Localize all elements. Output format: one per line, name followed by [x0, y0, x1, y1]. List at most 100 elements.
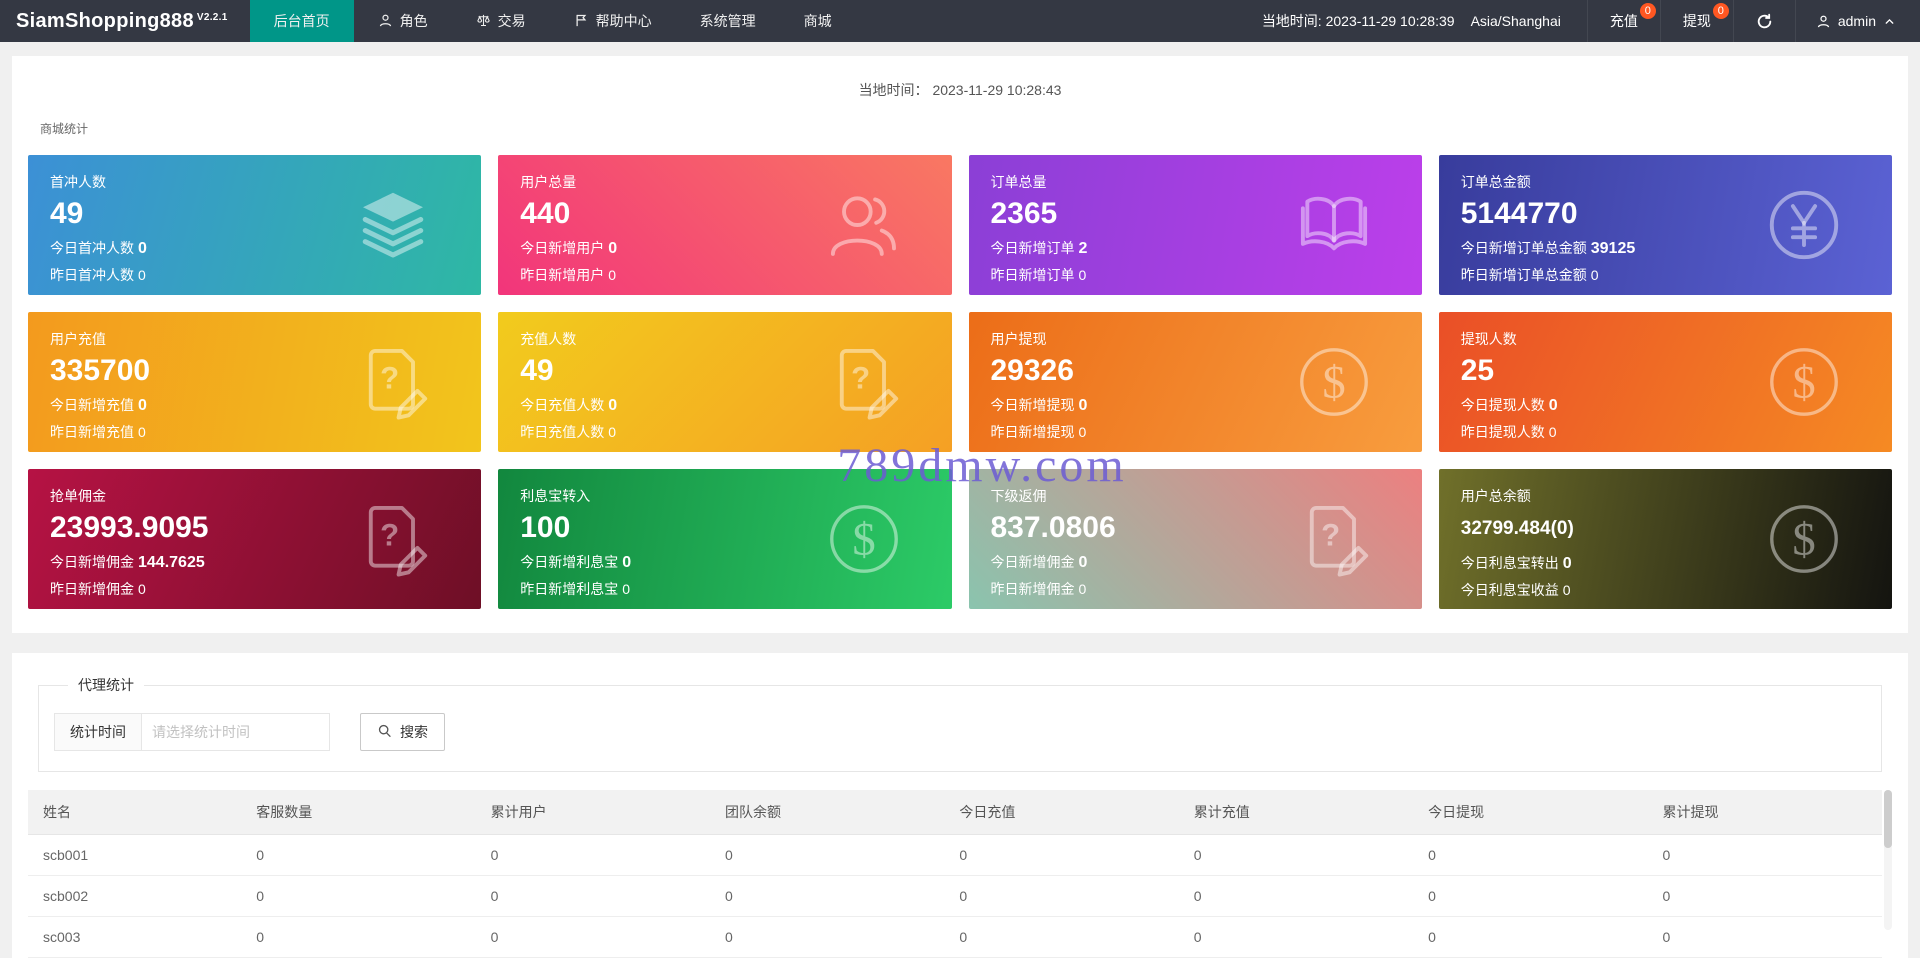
stat-card-yesterday-label: 昨日新增佣金	[50, 581, 134, 597]
table-row: scb001 0 0 0 0 0 0 0	[28, 834, 1882, 876]
stat-time-input[interactable]	[142, 713, 330, 751]
nav-item-help-center[interactable]: 帮助中心	[550, 0, 676, 42]
svg-text:?: ?	[1321, 518, 1340, 553]
stat-card-today-value: 0	[622, 554, 632, 571]
stat-card-yesterday-line: 昨日新增充值 0	[50, 422, 459, 442]
stat-card-today-label: 今日新增订单总金额	[1460, 240, 1587, 256]
doc-question-icon: ?	[824, 342, 904, 422]
stat-card-yesterday-value: 0	[1548, 424, 1557, 440]
stat-card-5: 用户充值 335700 今日新增充值 0 昨日新增充值 0?	[28, 312, 482, 452]
stat-card-1: 首冲人数 49 今日首冲人数 0 昨日首冲人数 0	[28, 155, 482, 295]
recharge-menu[interactable]: 充值 0	[1586, 0, 1660, 42]
user-menu[interactable]: admin	[1794, 0, 1920, 42]
flag-icon	[574, 13, 596, 29]
stat-card-title: 首冲人数	[50, 174, 106, 190]
stat-card-11: 下级返佣 837.0806 今日新增佣金 0 昨日新增佣金 0?	[968, 469, 1422, 609]
stat-card-today-line: 今日新增订单总金额 39125	[1461, 238, 1870, 258]
table-header-cell: 客服数量	[241, 790, 476, 835]
dollar-circle-icon: $	[1764, 499, 1844, 579]
stat-card-yesterday-value: 0	[138, 267, 146, 283]
stat-card-today-label: 今日新增充值	[50, 397, 134, 413]
refresh-button[interactable]	[1732, 0, 1795, 42]
stat-card-value: 29326	[990, 354, 1074, 387]
brand-logo: SiamShopping888 V2.2.1	[0, 0, 250, 42]
table-cell: 0	[475, 916, 710, 958]
doc-question-icon: ?	[1294, 499, 1374, 579]
stat-card-today-label: 今日新增用户	[520, 240, 605, 256]
nav-items: 后台首页 角色 交易 帮助中心 系统管理 商城	[249, 0, 856, 42]
stat-card-yesterday-line: 昨日新增利息宝 0	[520, 579, 929, 599]
stat-card-title: 利息宝转入	[520, 488, 591, 504]
table-cell: 0	[241, 916, 476, 958]
stat-card-value: 23993.9095	[50, 511, 209, 544]
stat-card-today-line: 今日新增利息宝 0	[520, 552, 929, 572]
table-cell: 0	[1413, 916, 1648, 958]
table-scrollbar-thumb[interactable]	[1884, 790, 1892, 848]
nav-item-roles[interactable]: 角色	[354, 0, 452, 42]
table-cell: 0	[1413, 834, 1648, 876]
stat-card-yesterday-line: 昨日首冲人数 0	[50, 265, 459, 285]
search-icon	[377, 723, 393, 742]
stat-card-value: 25	[1460, 354, 1495, 387]
brand-name: SiamShopping888	[16, 9, 194, 32]
nav-item-label: 帮助中心	[595, 13, 652, 29]
header-timezone: Asia/Shanghai	[1470, 13, 1561, 29]
stat-card-today-line: 今日新增订单 2	[991, 238, 1400, 258]
stat-card-value: 2365	[990, 197, 1058, 230]
stat-card-value: 100	[520, 511, 571, 544]
nav-item-mall[interactable]: 商城	[780, 0, 856, 42]
table-row: sc003 0 0 0 0 0 0 0	[28, 916, 1882, 958]
stat-card-today-value: 0	[138, 397, 147, 414]
table-cell: 0	[944, 875, 1179, 917]
yen-circle-icon	[1764, 185, 1844, 265]
search-button-label: 搜索	[400, 724, 428, 740]
agent-table-wrap: 姓名 客服数量 累计用户 团队余额 今日充值 累计充值 今日提现 累计提现 scb001 0 0 0…	[28, 790, 1892, 958]
table-cell: 0	[241, 875, 476, 917]
search-button[interactable]: 搜索	[360, 713, 445, 751]
stat-card-yesterday-value: 0	[1590, 267, 1599, 283]
table-cell: 0	[475, 834, 710, 876]
stat-card-yesterday-label: 昨日首冲人数	[50, 267, 134, 283]
doc-question-icon: ?	[353, 342, 433, 422]
stat-card-yesterday-value: 0	[608, 267, 617, 283]
stats-cards-grid: 首冲人数 49 今日首冲人数 0 昨日首冲人数 0 用户总量 440 今日新增用户 0 昨日新增用户…	[28, 155, 1892, 609]
nav-item-home[interactable]: 后台首页	[249, 0, 354, 42]
stat-card-title: 用户提现	[990, 331, 1047, 347]
agent-panel: 代理统计 统计时间 搜索 姓名客服数量累计用户团队余额今日充值累计充值今日提现累…	[12, 653, 1908, 958]
navbar-right: 当地时间: 2023-11-29 10:28:39 Asia/Shanghai …	[1262, 0, 1920, 42]
table-cell: 0	[709, 916, 945, 958]
table-cell: 0	[1178, 834, 1414, 876]
table-cell: 0	[1647, 834, 1882, 876]
layers-icon	[353, 185, 433, 265]
stat-card-3: 订单总量 2365 今日新增订单 2 昨日新增订单 0	[968, 155, 1422, 295]
stat-card-today-value: 0	[1078, 554, 1088, 571]
stat-card-yesterday-line: 昨日新增订单总金额 0	[1461, 265, 1870, 285]
nav-item-system[interactable]: 系统管理	[676, 0, 780, 42]
scales-icon	[476, 13, 498, 29]
stat-card-today-line: 今日新增用户 0	[520, 238, 929, 258]
stat-card-yesterday-value: 0	[608, 424, 617, 440]
svg-text:?: ?	[851, 361, 870, 396]
withdraw-menu[interactable]: 提现 0	[1659, 0, 1733, 42]
stat-card-yesterday-line: 昨日新增佣金 0	[50, 579, 459, 599]
recharge-badge: 0	[1639, 3, 1656, 19]
stat-card-yesterday-label: 昨日充值人数	[520, 424, 605, 440]
svg-text:$: $	[1792, 514, 1815, 566]
stat-card-yesterday-label: 昨日新增充值	[50, 424, 134, 440]
stat-card-yesterday-line: 昨日提现人数 0	[1461, 422, 1870, 442]
nav-item-trade[interactable]: 交易	[452, 0, 550, 42]
agent-table: 姓名 客服数量 累计用户 团队余额 今日充值 累计充值 今日提现 累计提现 scb001 0 0 0…	[28, 790, 1882, 958]
stat-card-title: 订单总金额	[1460, 174, 1531, 190]
stat-card-title: 下级返佣	[990, 488, 1047, 504]
table-scrollbar[interactable]	[1884, 790, 1892, 930]
table-cell: 0	[1178, 875, 1414, 917]
stat-card-yesterday-label: 昨日新增利息宝	[520, 581, 619, 597]
stat-card-today-line: 今日提现人数 0	[1461, 395, 1870, 415]
table-cell: 0	[944, 834, 1179, 876]
svg-text:?: ?	[380, 518, 399, 553]
table-header-cell: 今日充值	[944, 790, 1179, 835]
dollar-circle-icon: $	[1294, 342, 1374, 422]
stat-card-yesterday-line: 昨日充值人数 0	[520, 422, 929, 442]
stat-card-today-line: 今日利息宝转出 0	[1461, 553, 1870, 573]
nav-item-label: 交易	[497, 13, 526, 29]
